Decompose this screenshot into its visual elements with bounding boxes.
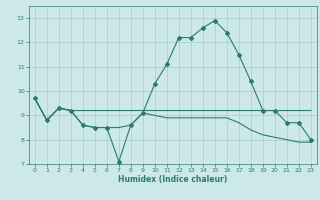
X-axis label: Humidex (Indice chaleur): Humidex (Indice chaleur)	[118, 175, 228, 184]
